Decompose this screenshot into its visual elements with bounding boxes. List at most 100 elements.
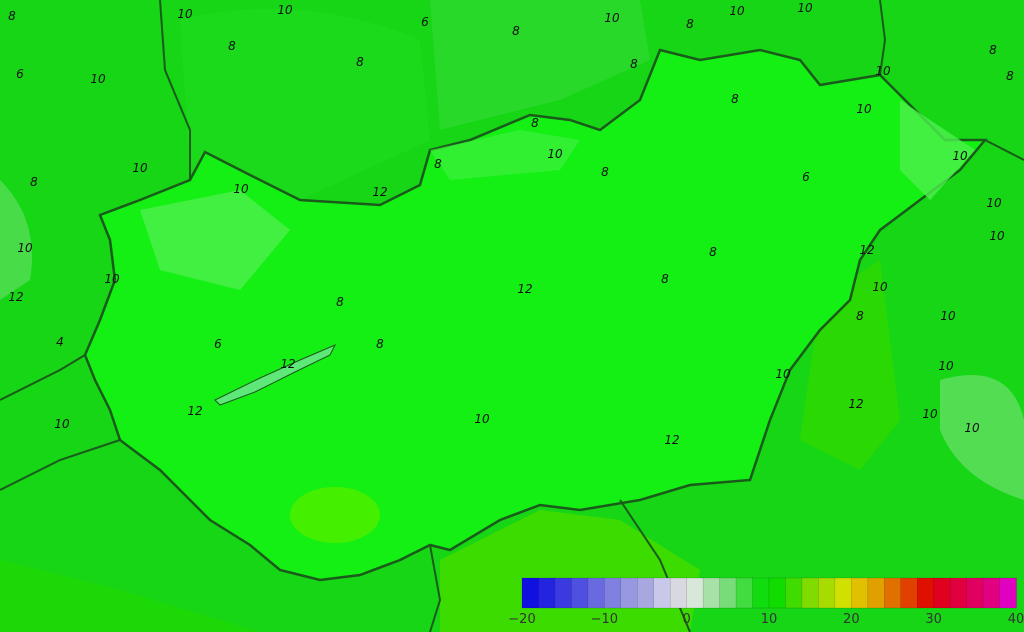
contour-label: 8 <box>512 24 520 38</box>
contour-label: 6 <box>421 15 429 29</box>
colorbar-swatch <box>916 577 935 609</box>
contour-label: 10 <box>17 241 33 255</box>
contour-label: 10 <box>474 412 490 426</box>
contour-label: 4 <box>56 335 64 349</box>
colorbar-swatch <box>834 577 853 609</box>
colorbar-swatch <box>999 577 1017 609</box>
contour-label: 12 <box>280 357 295 371</box>
colorbar-swatch <box>851 577 869 609</box>
colorbar-swatch <box>521 577 540 609</box>
contour-label: 8 <box>531 116 539 130</box>
contour-label: 10 <box>54 417 70 431</box>
contour-label: 8 <box>356 55 364 69</box>
colorbar-tick-label: 20 <box>843 612 860 627</box>
contour-label: 8 <box>228 39 236 53</box>
colorbar-tick-label: −10 <box>591 612 618 627</box>
contour-label: 10 <box>952 149 968 163</box>
contour-label: 10 <box>875 64 891 78</box>
lake-balaton <box>214 344 337 406</box>
colorbar-tick-label: 0 <box>683 612 691 627</box>
colorbar-swatch <box>884 577 902 609</box>
colorbar-swatch <box>933 577 951 609</box>
colorbar-swatch <box>587 577 606 609</box>
contour-label: 10 <box>233 182 249 196</box>
contour-label: 10 <box>547 147 563 161</box>
colorbar-swatch <box>768 577 787 609</box>
contour-label: 10 <box>775 367 791 381</box>
contour-label: 10 <box>989 229 1005 243</box>
colorbar-swatch <box>785 577 803 609</box>
contour-label: 10 <box>604 11 620 25</box>
contour-label: 8 <box>686 17 694 31</box>
colorbar-swatch <box>637 577 655 609</box>
colorbar-swatch <box>900 577 918 609</box>
colorbar-swatch <box>719 577 737 609</box>
contour-label: 6 <box>16 67 24 81</box>
colorbar-swatch <box>801 577 820 609</box>
contour-label: 6 <box>802 170 810 184</box>
contour-label: 10 <box>872 280 888 294</box>
contour-label: 8 <box>336 295 344 309</box>
colorbar-swatch <box>752 577 770 609</box>
contour-label: 12 <box>848 397 863 411</box>
hungary-border <box>83 48 988 582</box>
colorbar-swatch <box>702 577 721 609</box>
contour-label: 8 <box>989 43 997 57</box>
contour-label: 12 <box>8 290 23 304</box>
colorbar-swatch <box>620 577 639 609</box>
colorbar-swatch <box>966 577 984 609</box>
contour-label: 10 <box>797 1 813 15</box>
colorbar: −20 −10 0 10 20 30 40 <box>508 577 1024 627</box>
contour-label: 10 <box>964 421 980 435</box>
contour-label: 12 <box>859 243 874 257</box>
colorbar-swatch <box>604 577 622 609</box>
contour-label: 8 <box>1006 69 1014 83</box>
colorbar-tick-label: 40 <box>1008 612 1024 627</box>
colorbar-swatch <box>669 577 688 609</box>
contour-label: 8 <box>376 337 384 351</box>
contour-label: 10 <box>986 196 1002 210</box>
contour-label: 8 <box>731 92 739 106</box>
contour-label: 8 <box>630 57 638 71</box>
inner-patches <box>140 100 975 543</box>
colorbar-swatch <box>571 577 589 609</box>
contour-label: 12 <box>187 404 202 418</box>
contour-label: 8 <box>601 165 609 179</box>
contour-label: 10 <box>940 309 956 323</box>
colorbar-swatch <box>653 577 671 609</box>
colorbar-swatch <box>982 577 1001 609</box>
colorbar-swatch <box>554 577 573 609</box>
contour-label: 10 <box>729 4 745 18</box>
contour-label: 8 <box>856 309 864 323</box>
contour-label: 10 <box>938 359 954 373</box>
colorbar-swatch <box>735 577 754 609</box>
colorbar-swatch <box>818 577 836 609</box>
contour-label: 6 <box>214 337 222 351</box>
colorbar-swatch <box>867 577 886 609</box>
colorbar-swatch <box>949 577 968 609</box>
contour-label: 10 <box>90 72 106 86</box>
colorbar-tick-label: −20 <box>508 612 535 627</box>
contour-label: 12 <box>372 185 387 199</box>
colorbar-swatch <box>686 577 704 609</box>
contour-label: 8 <box>661 272 669 286</box>
contour-label: 10 <box>177 7 193 21</box>
contour-label: 10 <box>856 102 872 116</box>
contour-label: 12 <box>517 282 532 296</box>
contour-label: 8 <box>709 245 717 259</box>
contour-label: 8 <box>30 175 38 189</box>
colorbar-tick-label: 30 <box>925 612 942 627</box>
contour-label: 12 <box>664 433 679 447</box>
contour-label: 10 <box>104 272 120 286</box>
contour-label: 10 <box>132 161 148 175</box>
contour-label: 8 <box>8 9 16 23</box>
colorbar-tick-label: 10 <box>761 612 778 627</box>
contour-label: 8 <box>434 157 442 171</box>
contour-label: 10 <box>277 3 293 17</box>
colorbar-swatch <box>538 577 556 609</box>
contour-label: 10 <box>922 407 938 421</box>
